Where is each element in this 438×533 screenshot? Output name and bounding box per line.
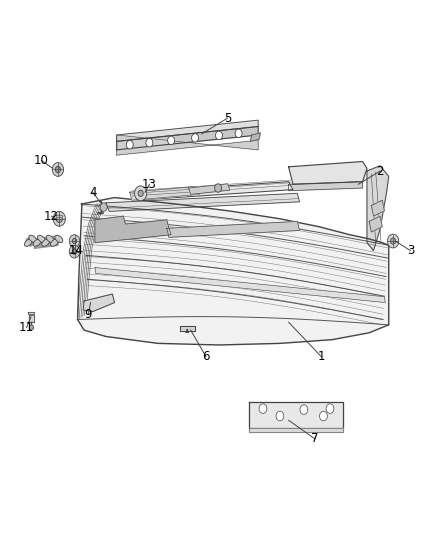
Text: 11: 11 — [19, 321, 34, 334]
Ellipse shape — [46, 235, 54, 243]
Ellipse shape — [29, 235, 37, 243]
Text: 9: 9 — [85, 308, 92, 321]
Polygon shape — [130, 182, 293, 200]
Circle shape — [391, 238, 396, 244]
Polygon shape — [28, 312, 35, 314]
Circle shape — [69, 245, 80, 258]
Circle shape — [388, 234, 399, 248]
Circle shape — [326, 404, 334, 414]
Text: 12: 12 — [44, 209, 59, 223]
Circle shape — [146, 139, 153, 147]
Circle shape — [100, 203, 107, 212]
Circle shape — [72, 238, 77, 244]
Circle shape — [259, 404, 267, 414]
Ellipse shape — [50, 239, 58, 246]
Text: 1: 1 — [318, 350, 325, 363]
Circle shape — [126, 141, 133, 149]
Text: 14: 14 — [69, 244, 84, 257]
Polygon shape — [117, 126, 258, 150]
Circle shape — [215, 131, 223, 140]
Circle shape — [69, 235, 80, 247]
Polygon shape — [369, 216, 382, 232]
Polygon shape — [167, 221, 300, 237]
Polygon shape — [83, 294, 115, 312]
Polygon shape — [289, 161, 367, 184]
Text: 3: 3 — [407, 244, 414, 257]
Circle shape — [276, 411, 284, 421]
Polygon shape — [29, 316, 34, 322]
Circle shape — [320, 411, 327, 421]
Polygon shape — [367, 166, 389, 251]
Text: 6: 6 — [202, 350, 210, 363]
Circle shape — [215, 184, 222, 192]
Ellipse shape — [55, 235, 63, 243]
Polygon shape — [95, 268, 385, 303]
Circle shape — [56, 215, 62, 222]
Polygon shape — [130, 187, 199, 200]
Polygon shape — [250, 402, 343, 428]
Polygon shape — [78, 198, 389, 345]
Text: 10: 10 — [34, 154, 49, 167]
Text: 4: 4 — [89, 186, 96, 199]
Polygon shape — [25, 236, 59, 248]
Circle shape — [168, 136, 175, 144]
Ellipse shape — [42, 239, 50, 246]
Polygon shape — [251, 133, 260, 141]
Text: 7: 7 — [311, 432, 318, 446]
Polygon shape — [95, 216, 171, 243]
Text: 5: 5 — [224, 111, 231, 125]
Ellipse shape — [33, 239, 41, 246]
Circle shape — [55, 166, 60, 173]
Polygon shape — [188, 184, 230, 195]
Text: 2: 2 — [376, 165, 384, 177]
Polygon shape — [180, 326, 195, 331]
Polygon shape — [289, 182, 363, 191]
Circle shape — [191, 134, 198, 142]
Circle shape — [138, 190, 143, 197]
Polygon shape — [117, 135, 258, 155]
Text: 13: 13 — [142, 178, 157, 191]
Circle shape — [72, 249, 77, 254]
Polygon shape — [117, 120, 258, 141]
Ellipse shape — [25, 239, 32, 246]
Circle shape — [52, 163, 64, 176]
Circle shape — [134, 186, 147, 201]
Polygon shape — [371, 200, 385, 216]
Ellipse shape — [38, 235, 46, 243]
Circle shape — [53, 212, 65, 226]
Circle shape — [29, 325, 34, 330]
Circle shape — [235, 129, 242, 138]
Polygon shape — [56, 215, 62, 216]
Polygon shape — [250, 428, 343, 432]
Circle shape — [300, 405, 308, 415]
Polygon shape — [106, 193, 300, 212]
